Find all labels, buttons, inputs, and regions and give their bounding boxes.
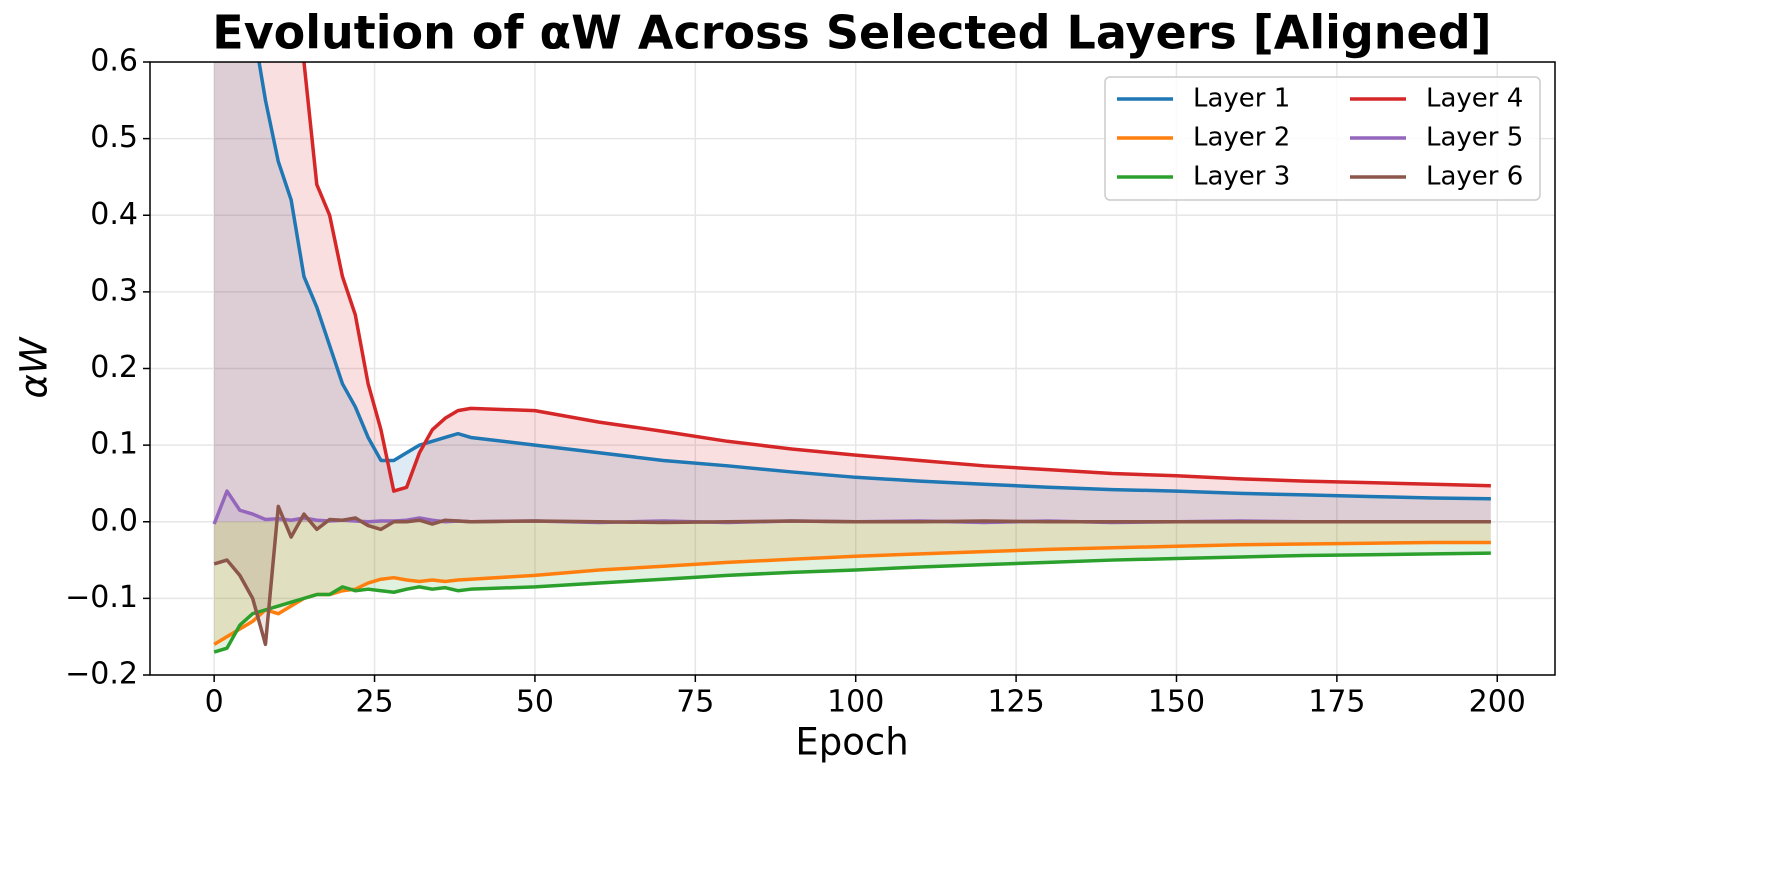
- y-tick-label: 0.5: [90, 120, 138, 155]
- area-fill: [214, 521, 1491, 653]
- legend-label: Layer 6: [1426, 162, 1523, 192]
- x-tick-label: 125: [987, 685, 1044, 720]
- x-tick-label: 25: [355, 685, 393, 720]
- y-tick-label: 0.4: [90, 197, 138, 232]
- x-tick-label: 150: [1148, 685, 1205, 720]
- y-tick-label: 0.2: [90, 350, 138, 385]
- x-tick-label: 50: [516, 685, 554, 720]
- y-tick-label: 0.1: [90, 427, 138, 462]
- legend-label: Layer 3: [1193, 162, 1290, 192]
- legend-label: Layer 1: [1193, 84, 1290, 114]
- x-axis-label: Epoch: [795, 721, 908, 764]
- area-fill: [214, 62, 1491, 522]
- series-line: [213, 551, 1491, 654]
- x-tick-label: 75: [676, 685, 714, 720]
- y-tick-label: 0.6: [90, 44, 138, 79]
- x-tick-label: 100: [827, 685, 884, 720]
- area-fill: [214, 62, 1491, 522]
- legend-label: Layer 2: [1193, 123, 1290, 153]
- legend-box: [1104, 76, 1541, 201]
- x-tick-label: 200: [1469, 685, 1526, 720]
- legend-label: Layer 5: [1426, 123, 1523, 153]
- x-tick-label: 175: [1308, 685, 1365, 720]
- y-tick-label: −0.2: [65, 657, 138, 692]
- chart-title: Evolution of αW Across Selected Layers […: [212, 6, 1491, 60]
- plot-area: [150, 62, 1555, 675]
- y-tick-label: 0.0: [90, 503, 138, 538]
- series-line: [302, 62, 1491, 493]
- legend-label: Layer 4: [1426, 84, 1523, 114]
- series-line: [257, 62, 1491, 501]
- area-fill: [214, 521, 1491, 645]
- y-tick-label: −0.1: [65, 580, 138, 615]
- series-line: [213, 540, 1491, 646]
- x-tick-label: 0: [205, 685, 224, 720]
- series-line: [213, 504, 1491, 647]
- y-axis-label: αW: [13, 336, 56, 398]
- y-tick-label: 0.3: [90, 273, 138, 308]
